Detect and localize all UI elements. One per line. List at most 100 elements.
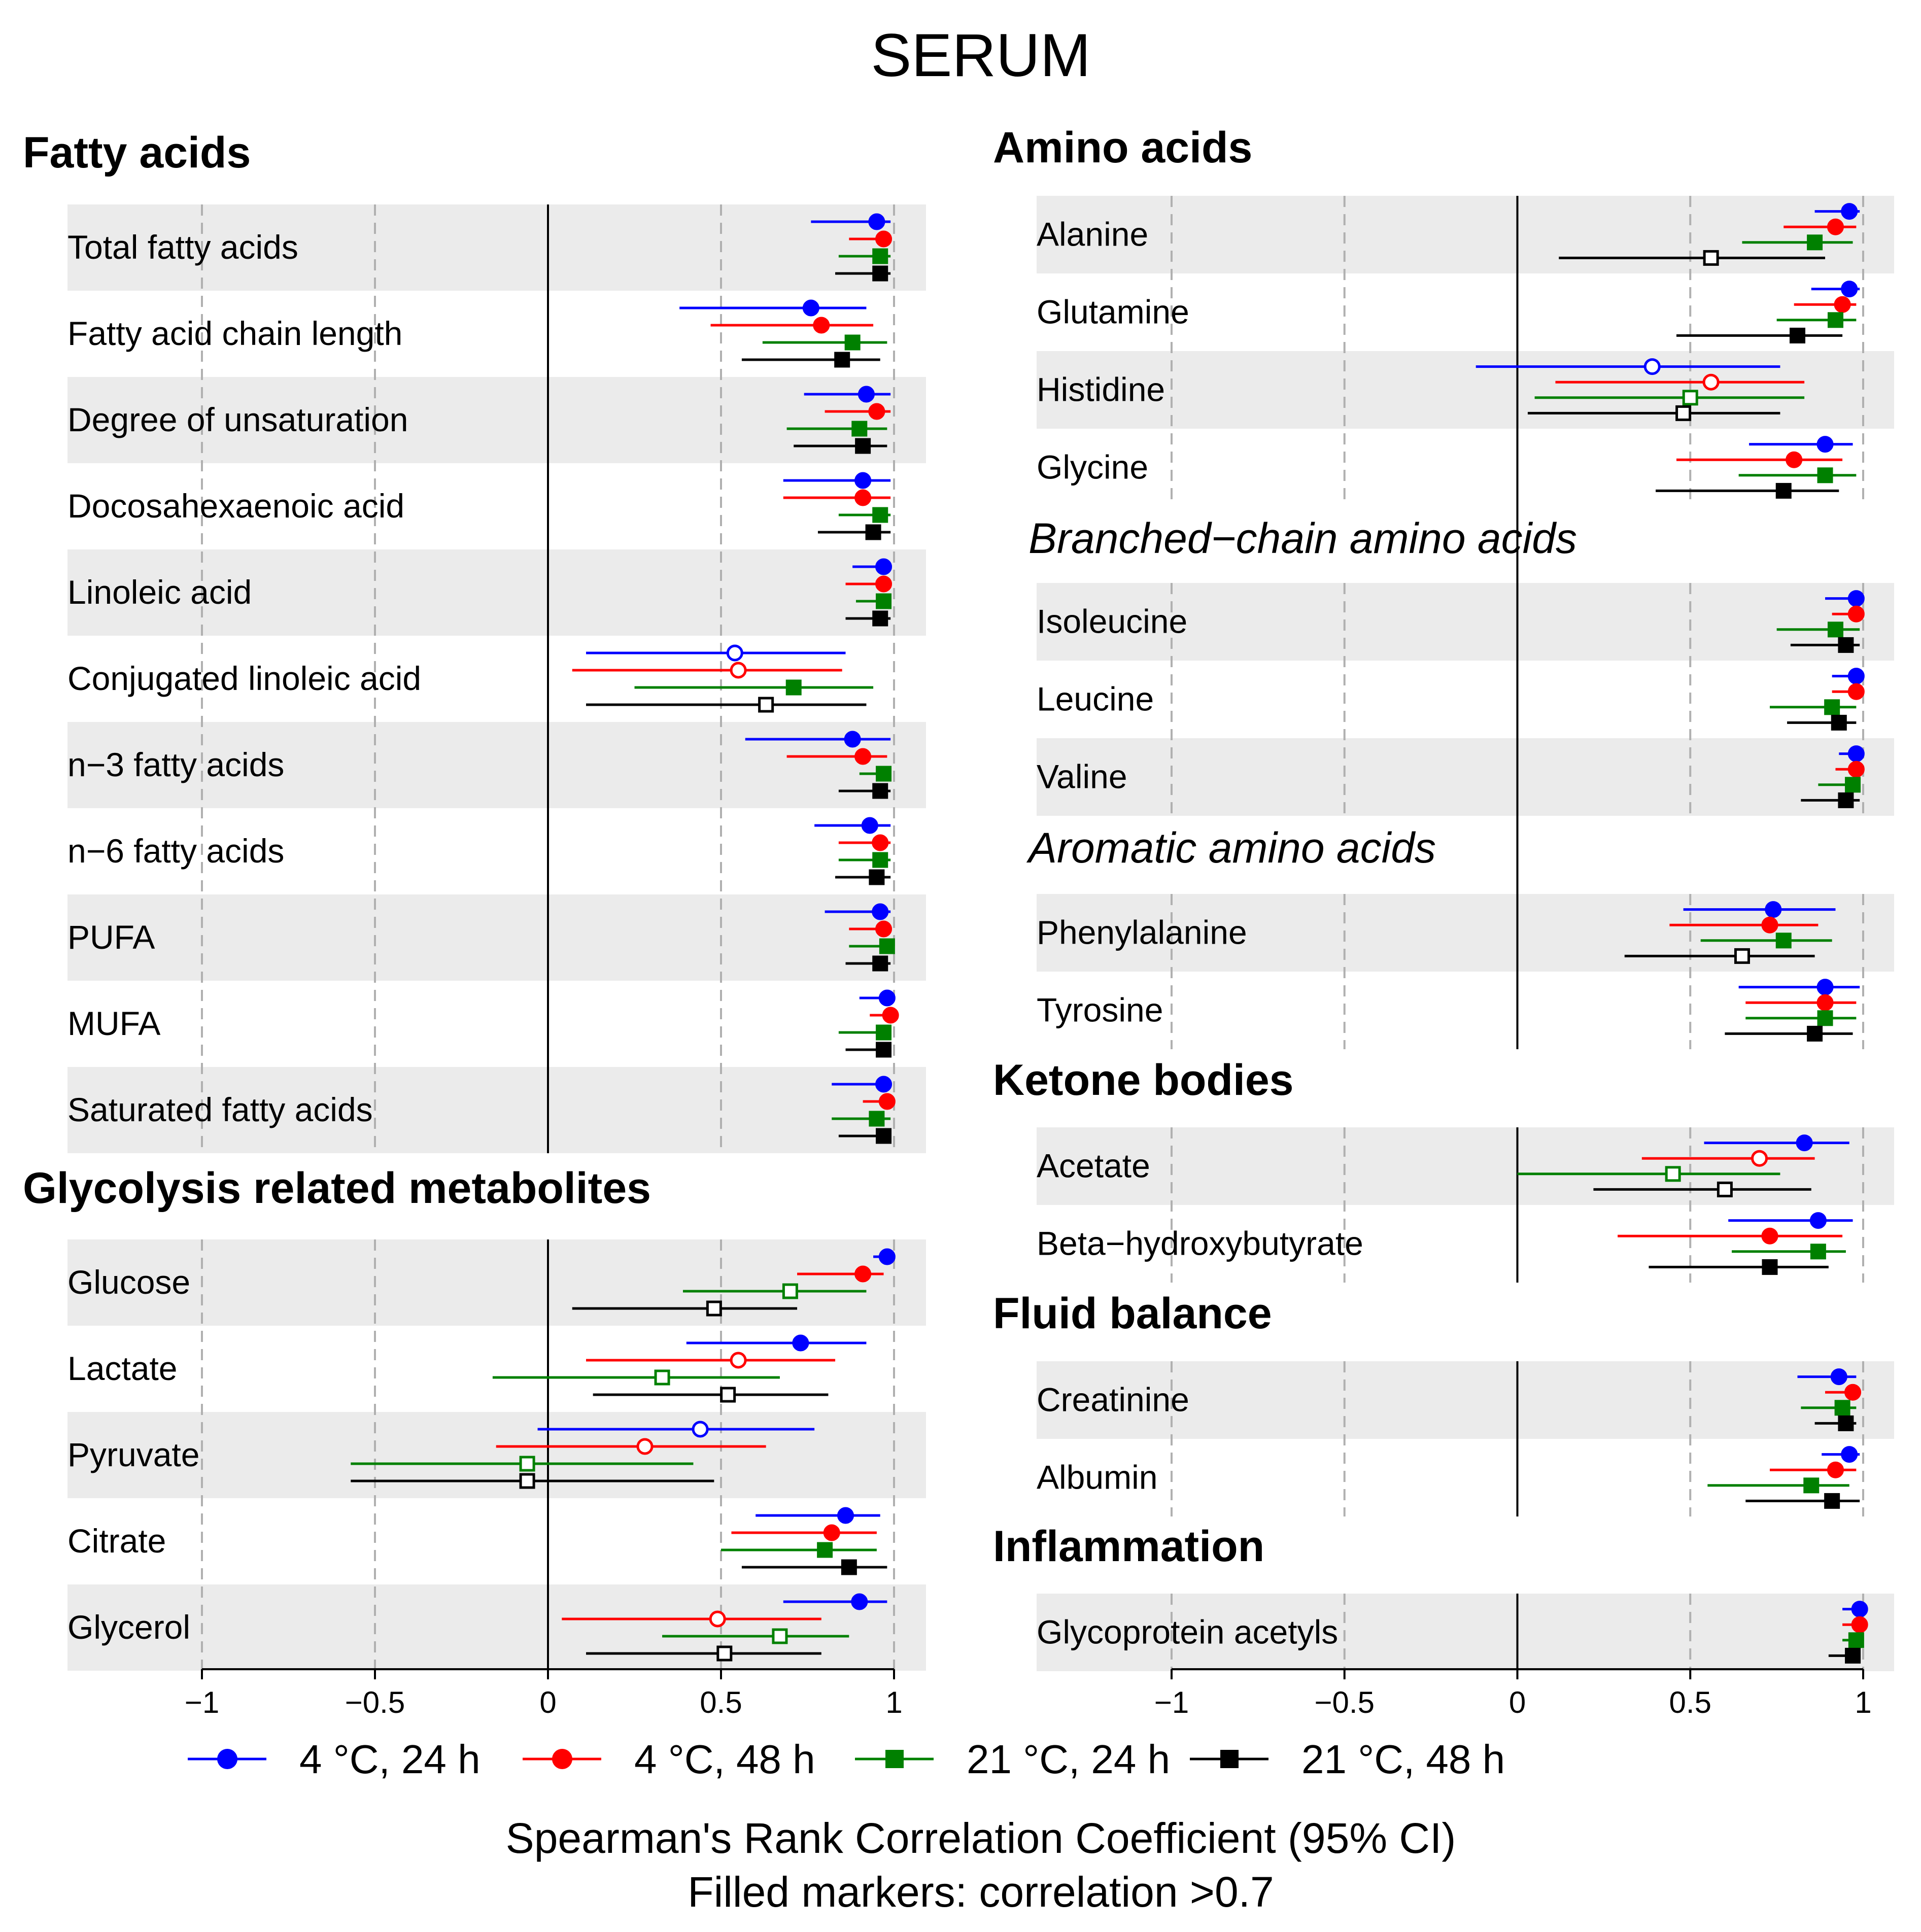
- x-tick-label: 0: [1509, 1685, 1526, 1719]
- row-label: n−6 fatty acids: [67, 832, 284, 870]
- x-tick-label: −0.5: [345, 1685, 405, 1719]
- estimate-marker: [879, 938, 895, 954]
- section-title: Fluid balance: [993, 1289, 1272, 1338]
- panels: Fatty acids Total fatty acids Fatty acid c…: [23, 123, 1894, 1719]
- row-label: Creatinine: [1037, 1381, 1189, 1419]
- estimate-marker: [872, 507, 888, 523]
- row-label: Docosahexaenoic acid: [67, 487, 404, 525]
- filled-marker-note: Filled markers: correlation >0.7: [688, 1868, 1274, 1916]
- estimate-marker: [1796, 1134, 1813, 1152]
- estimate-marker: [1665, 1166, 1681, 1182]
- estimate-marker: [878, 989, 896, 1007]
- x-tick-label: 1: [1855, 1685, 1871, 1719]
- estimate-marker: [1807, 234, 1823, 251]
- estimate-marker: [1827, 622, 1843, 638]
- row-label: Total fatty acids: [67, 228, 298, 266]
- estimate-marker: [1844, 1384, 1862, 1401]
- row-label: Tyrosine: [1037, 991, 1163, 1029]
- legend-label: 4 °C, 24 h: [299, 1737, 481, 1782]
- row-label: Fatty acid chain length: [67, 315, 402, 352]
- estimate-marker: [1817, 1010, 1833, 1026]
- estimate-marker: [706, 1300, 722, 1317]
- estimate-marker: [802, 299, 819, 317]
- section-title: Branched−chain amino acids: [1028, 514, 1577, 562]
- legend: 4 °C, 24 h 4 °C, 48 h 21 °C, 24 h 21 °C, 48…: [188, 1737, 1505, 1782]
- legend-item: 4 °C, 24 h: [188, 1737, 481, 1782]
- row-label: Lactate: [67, 1350, 178, 1387]
- estimate-marker: [1717, 1181, 1733, 1197]
- section-title: Fatty acids: [23, 128, 251, 177]
- section-title: Aromatic amino acids: [1026, 824, 1436, 872]
- estimate-marker: [1845, 1647, 1861, 1664]
- estimate-marker: [882, 1007, 899, 1024]
- estimate-marker: [841, 1559, 857, 1575]
- figure-title: SERUM: [871, 21, 1090, 89]
- legend-item: 4 °C, 48 h: [523, 1737, 815, 1782]
- row-band: [67, 1067, 926, 1153]
- row-label: MUFA: [67, 1005, 160, 1042]
- estimate-marker: [1643, 358, 1661, 375]
- estimate-marker: [876, 1024, 892, 1041]
- legend-marker: [1220, 1750, 1239, 1768]
- estimate-marker: [1762, 1259, 1778, 1275]
- estimate-marker: [709, 1610, 726, 1628]
- estimate-marker: [1838, 1415, 1854, 1431]
- estimate-marker: [758, 697, 774, 713]
- x-tick-label: −1: [185, 1685, 219, 1719]
- estimate-marker: [854, 489, 872, 506]
- estimate-marker: [872, 265, 888, 282]
- estimate-marker: [1838, 637, 1854, 653]
- estimate-marker: [1761, 1227, 1778, 1245]
- estimate-marker: [654, 1369, 670, 1386]
- row-label: Degree of unsaturation: [67, 401, 408, 438]
- labels: Fatty acids Total fatty acids Fatty acid c…: [23, 128, 651, 1646]
- estimate-marker: [730, 662, 747, 679]
- estimate-marker: [1751, 1150, 1768, 1167]
- estimate-marker: [855, 438, 871, 454]
- estimate-marker: [868, 403, 885, 420]
- estimate-marker: [878, 1248, 896, 1265]
- section-title: Inflammation: [993, 1522, 1264, 1571]
- estimate-marker: [872, 903, 889, 920]
- row-bands: [1037, 196, 1894, 1671]
- estimate-marker: [1838, 792, 1854, 808]
- estimate-marker: [844, 334, 861, 351]
- section-title: Glycolysis related metabolites: [23, 1164, 651, 1213]
- estimate-marker: [1803, 1477, 1820, 1494]
- row-band: [1037, 351, 1894, 429]
- estimate-marker: [1817, 467, 1833, 484]
- row-label: Phenylalanine: [1037, 914, 1247, 951]
- estimate-marker: [636, 1438, 654, 1455]
- estimate-marker: [1847, 590, 1865, 607]
- estimate-marker: [1816, 994, 1834, 1011]
- estimate-marker: [730, 1352, 747, 1369]
- row-band: [67, 1412, 926, 1498]
- estimate-marker: [1847, 761, 1865, 778]
- estimate-marker: [1703, 250, 1719, 266]
- x-tick-label: 0.5: [700, 1685, 742, 1719]
- row-label: Glucose: [67, 1263, 190, 1301]
- row-band: [67, 1239, 926, 1326]
- estimate-marker: [813, 317, 830, 334]
- estimate-marker: [854, 748, 872, 765]
- legend-label: 21 °C, 48 h: [1301, 1737, 1505, 1782]
- row-label: Valine: [1037, 758, 1127, 796]
- x-tick-label: −0.5: [1315, 1685, 1375, 1719]
- estimate-marker: [1847, 668, 1865, 685]
- estimate-marker: [1841, 1446, 1858, 1463]
- estimate-marker: [861, 817, 878, 834]
- estimate-marker: [1824, 1493, 1840, 1509]
- row-label: PUFA: [67, 918, 155, 956]
- row-label: Albumin: [1037, 1459, 1157, 1496]
- estimate-marker: [1675, 405, 1692, 421]
- estimate-marker: [1841, 203, 1858, 220]
- estimate-marker: [1761, 916, 1778, 934]
- row-label: Leucine: [1037, 680, 1154, 718]
- row-band: [1037, 894, 1894, 972]
- legend-marker: [552, 1749, 572, 1769]
- estimate-marker: [519, 1456, 535, 1472]
- row-bands: [67, 204, 926, 1671]
- row-label: Glycoprotein acetyls: [1037, 1613, 1338, 1651]
- row-band: [1037, 1127, 1894, 1205]
- row-label: Glutamine: [1037, 293, 1189, 331]
